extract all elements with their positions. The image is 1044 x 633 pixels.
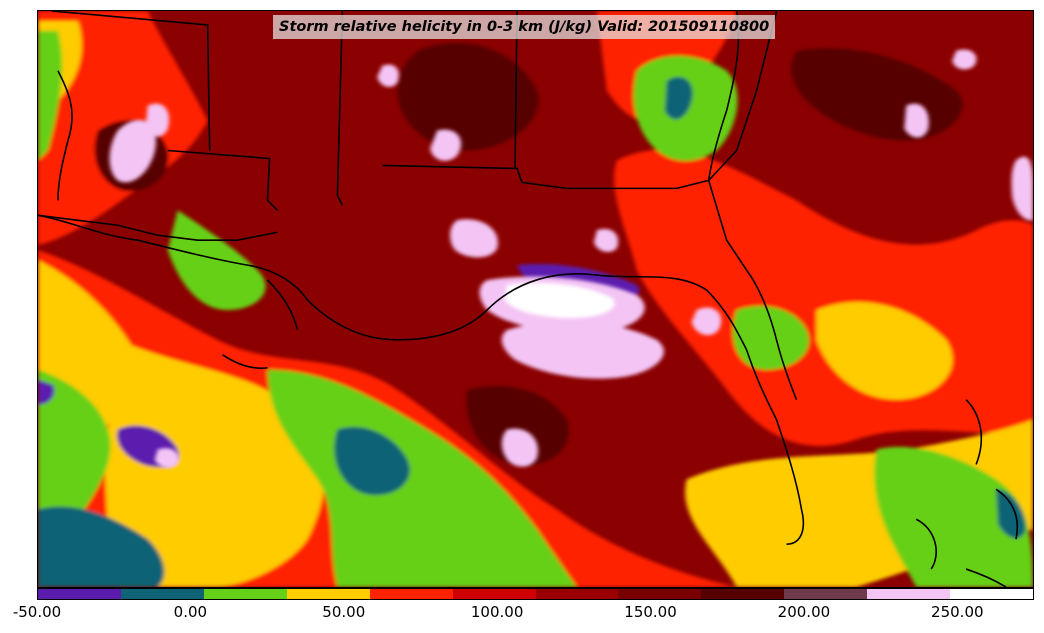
boundaries — [38, 11, 1019, 587]
state-border — [38, 214, 278, 242]
contour-dark-band — [466, 385, 569, 466]
cell-pink — [593, 228, 619, 252]
map-title: Storm relative helicity in 0-3 km (J/kg)… — [273, 15, 776, 39]
contour-teal-band — [664, 76, 693, 120]
cell-pink — [1011, 156, 1033, 221]
colorbar-swatch — [784, 589, 868, 599]
coastline — [745, 269, 798, 400]
coastline — [915, 518, 937, 570]
map-panel — [37, 10, 1034, 588]
colorbar-tick-label: 50.00 — [322, 603, 366, 621]
contour-purple-band — [38, 379, 55, 405]
cell-pink — [109, 119, 156, 183]
colorbar-swatch — [535, 589, 619, 599]
coastline — [38, 214, 805, 545]
colorbar-swatch — [286, 589, 370, 599]
cell-pink — [154, 448, 180, 469]
coastline — [995, 488, 1019, 540]
cell-pink — [145, 103, 170, 137]
cell-white — [505, 283, 615, 318]
colorbar-swatch — [452, 589, 536, 599]
contour-green-band — [874, 446, 1033, 587]
colorbar-tick-label: 100.00 — [470, 603, 524, 621]
colorbar-swatch — [120, 589, 204, 599]
colorbar-tick-label: -50.00 — [12, 603, 62, 621]
cell-pink — [904, 103, 929, 138]
coastline — [965, 399, 983, 465]
helicity-field-map — [38, 11, 1033, 587]
contour-green-band — [167, 210, 266, 310]
state-border — [167, 149, 279, 211]
contour-teal-band — [38, 506, 165, 587]
colorbar-swatch — [867, 589, 951, 599]
colorbar-swatch — [618, 589, 702, 599]
colorbar-tick-label: 250.00 — [931, 603, 984, 621]
colorbar-tick-label: 0.00 — [173, 603, 208, 621]
contour-teal-band — [334, 426, 410, 496]
contour-yellow-band — [816, 301, 953, 400]
contour-green-band — [732, 306, 810, 370]
state-border — [51, 11, 211, 151]
colorbar-tick-labels: -50.00 0.00 50.00 100.00 150.00 200.00 250.00 — [0, 600, 1044, 633]
cell-pink — [501, 428, 538, 467]
coastline — [57, 70, 73, 201]
colorbar-swatch — [369, 589, 453, 599]
colorbar-swatch — [203, 589, 287, 599]
cell-pink — [430, 129, 462, 161]
coastline — [266, 279, 299, 331]
cell-pink — [952, 49, 977, 70]
high-helicity-cells — [109, 49, 1033, 469]
coastline — [965, 568, 1007, 587]
contour-teal-band — [996, 489, 1027, 539]
state-border — [708, 11, 778, 181]
state-border — [382, 164, 709, 190]
cell-pink — [450, 219, 498, 258]
contour-dark-band — [397, 43, 539, 151]
state-border — [707, 180, 748, 271]
colorbar-swatch — [701, 589, 785, 599]
colorbar-tick-label: 200.00 — [777, 603, 831, 621]
colorbar-swatch — [950, 589, 1034, 599]
cell-pink — [501, 321, 664, 379]
coastline — [222, 354, 268, 369]
cell-pink — [377, 64, 399, 87]
cell-pink — [691, 307, 722, 336]
state-border — [336, 11, 344, 206]
contour-green-band — [267, 369, 577, 587]
contour-yellow-band — [97, 339, 325, 587]
colorbar-tick-label: 150.00 — [624, 603, 677, 621]
colorbar-swatch — [38, 589, 121, 599]
colorbar — [37, 588, 1034, 600]
contour-green-band — [38, 30, 63, 161]
